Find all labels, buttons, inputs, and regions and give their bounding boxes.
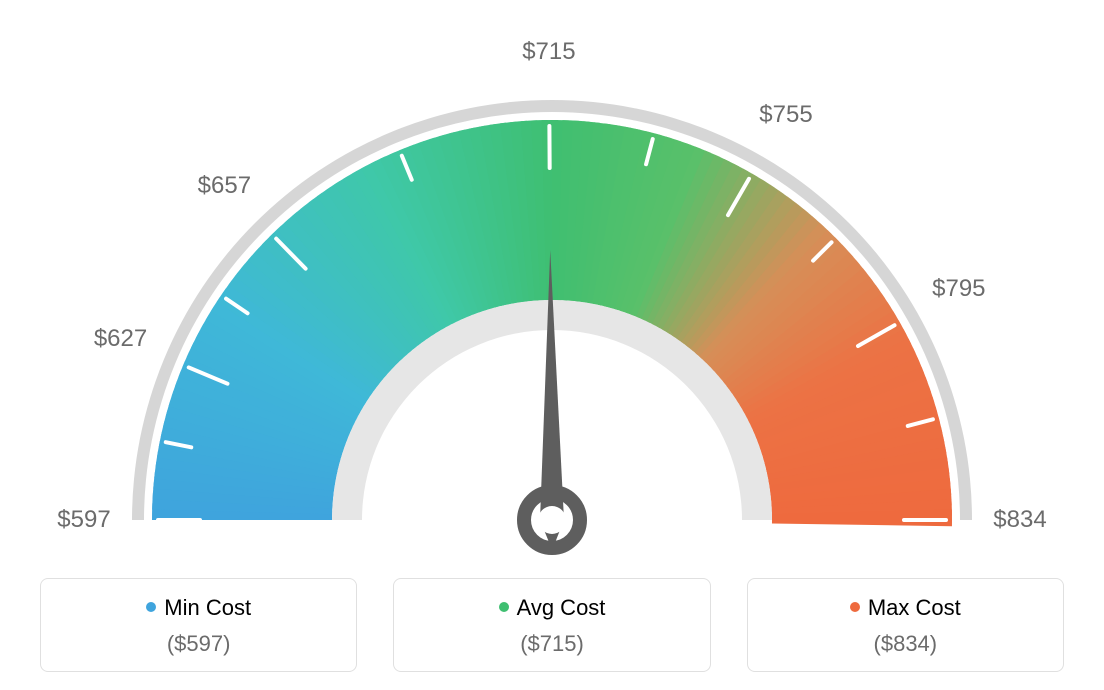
gauge-tick-label: $755 [759,101,812,129]
legend-title-min: Min Cost [51,595,346,621]
dot-icon [850,602,860,612]
legend-card-avg: Avg Cost ($715) [393,578,710,672]
legend-title-avg: Avg Cost [404,595,699,621]
gauge-tick-label: $627 [94,325,147,353]
gauge-tick-label: $657 [198,172,251,200]
legend-title-text: Max Cost [868,595,961,620]
dot-icon [499,602,509,612]
gauge-tick-label: $795 [932,275,985,303]
legend-row: Min Cost ($597) Avg Cost ($715) Max Cost… [0,578,1104,672]
legend-card-min: Min Cost ($597) [40,578,357,672]
legend-title-max: Max Cost [758,595,1053,621]
gauge-tick-label: $834 [993,506,1046,534]
legend-value-max: ($834) [758,631,1053,657]
legend-title-text: Avg Cost [517,595,606,620]
legend-value-avg: ($715) [404,631,699,657]
dot-icon [146,602,156,612]
gauge-tick-label: $597 [57,506,110,534]
gauge-tick-label: $715 [522,38,575,66]
legend-value-min: ($597) [51,631,346,657]
gauge-chart: $597 $627 $657 $715 $755 $795 $834 [0,0,1104,560]
legend-card-max: Max Cost ($834) [747,578,1064,672]
legend-title-text: Min Cost [164,595,251,620]
